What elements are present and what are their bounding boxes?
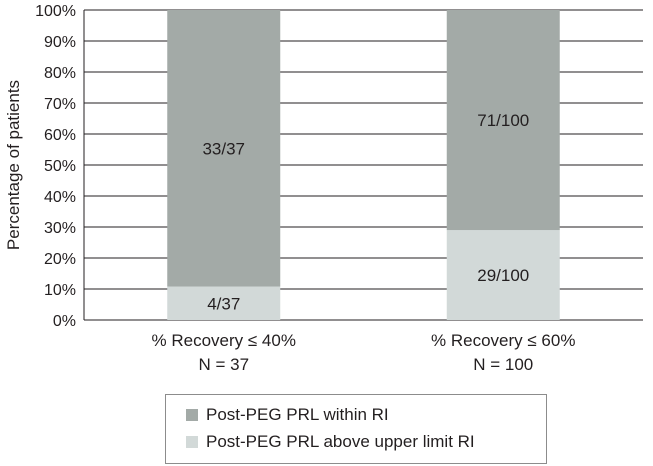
x-category-label: % Recovery ≤ 40% (152, 331, 296, 350)
y-tick-label: 70% (44, 96, 76, 113)
legend-swatch-within-ri (186, 409, 198, 421)
legend-item-above-limit: Post-PEG PRL above upper limit RI (186, 432, 475, 452)
bar-data-label: 71/100 (477, 111, 529, 130)
y-tick-label: 40% (44, 189, 76, 206)
x-category-label: N = 100 (473, 355, 533, 374)
y-tick-label: 10% (44, 282, 76, 299)
stacked-bar-chart: 4/37 33/37 29/100 71/100 0% 10% 20% 30% 40% 50% 6… (4, 3, 643, 374)
bar-segment (167, 286, 281, 320)
y-tick-label: 20% (44, 251, 76, 268)
y-tick-label: 0% (53, 313, 76, 330)
y-tick-label: 100% (35, 3, 76, 20)
y-tick-labels: 0% 10% 20% 30% 40% 50% 60% 70% 80% 90% 100% (35, 3, 76, 330)
x-category-label: % Recovery ≤ 60% (431, 331, 575, 350)
bar-data-label: 4/37 (207, 294, 240, 313)
bar-data-label: 33/37 (202, 139, 245, 158)
x-category-label: N = 37 (198, 355, 249, 374)
x-category-labels: % Recovery ≤ 40% N = 37 % Recovery ≤ 60% N … (152, 331, 576, 374)
y-tick-label: 60% (44, 127, 76, 144)
bar-segment (446, 230, 560, 320)
legend-label-above-limit: Post-PEG PRL above upper limit RI (206, 432, 475, 451)
legend-item-within-ri: Post-PEG PRL within RI (186, 405, 389, 425)
legend: Post-PEG PRL within RI Post-PEG PRL abov… (165, 394, 547, 464)
bar-data-label: 29/100 (477, 266, 529, 285)
y-tick-label: 50% (44, 158, 76, 175)
legend-label-within-ri: Post-PEG PRL within RI (206, 405, 389, 424)
legend-swatch-above-limit (186, 436, 198, 448)
y-tick-label: 30% (44, 220, 76, 237)
y-tick-label: 80% (44, 65, 76, 82)
bars: 4/37 33/37 29/100 71/100 (167, 10, 560, 320)
bar-segment (167, 10, 281, 287)
y-axis-label: Percentage of patients (4, 80, 23, 250)
y-tick-label: 90% (44, 34, 76, 51)
bar-segment (446, 10, 560, 231)
